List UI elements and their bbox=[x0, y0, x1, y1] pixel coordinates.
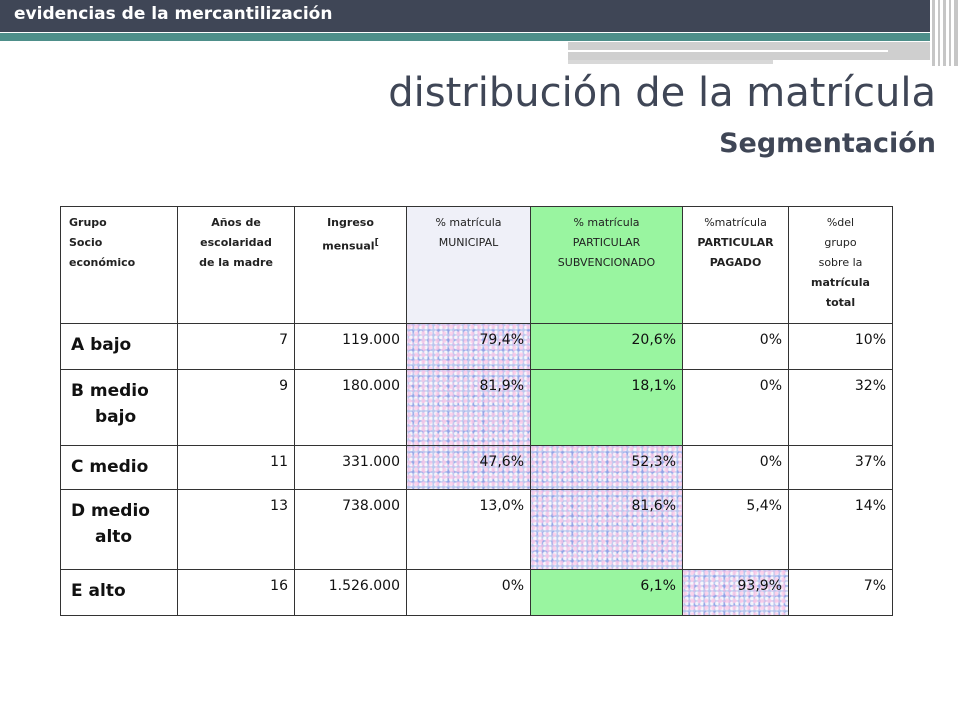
group-cell: E alto bbox=[60, 569, 178, 616]
header-anios: Años de escolaridad de la madre bbox=[177, 206, 295, 324]
header-accent-line bbox=[0, 33, 930, 41]
segmentation-table: Grupo Socio económico Años de escolarida… bbox=[60, 206, 893, 616]
table-row: B medio bajo 9 180.000 81,9% 18,1% 0% 32% bbox=[60, 369, 893, 446]
table-header-row: Grupo Socio económico Años de escolarida… bbox=[60, 206, 893, 324]
header-gray-bar-lower bbox=[568, 60, 773, 64]
header-grupo: Grupo Socio económico bbox=[60, 206, 178, 324]
total-cell: 14% bbox=[788, 489, 893, 570]
group-cell: A bajo bbox=[60, 323, 178, 370]
income-cell: 1.526.000 bbox=[294, 569, 407, 616]
table-row: D medio alto 13 738.000 13,0% 81,6% 5,4% … bbox=[60, 489, 893, 570]
group-cell: C medio bbox=[60, 445, 178, 490]
municipal-cell: 79,4% bbox=[406, 323, 531, 370]
municipal-cell: 0% bbox=[406, 569, 531, 616]
subvencionado-cell: 20,6% bbox=[530, 323, 683, 370]
years-cell: 7 bbox=[177, 323, 295, 370]
income-cell: 180.000 bbox=[294, 369, 407, 446]
table-row: C medio 11 331.000 47,6% 52,3% 0% 37% bbox=[60, 445, 893, 490]
header-pagado: %matrícula PARTICULAR PAGADO bbox=[682, 206, 789, 324]
group-cell: D medio alto bbox=[60, 489, 178, 570]
header-subvencionado: % matrícula PARTICULAR SUBVENCIONADO bbox=[530, 206, 683, 324]
header-ingreso: Ingreso mensual[ bbox=[294, 206, 407, 324]
municipal-cell: 47,6% bbox=[406, 445, 531, 490]
header-municipal: % matrícula MUNICIPAL bbox=[406, 206, 531, 324]
table-row: A bajo 7 119.000 79,4% 20,6% 0% 10% bbox=[60, 323, 893, 370]
total-cell: 37% bbox=[788, 445, 893, 490]
income-cell: 738.000 bbox=[294, 489, 407, 570]
municipal-cell: 13,0% bbox=[406, 489, 531, 570]
subvencionado-cell: 6,1% bbox=[530, 569, 683, 616]
page-title: distribución de la matrícula bbox=[388, 70, 936, 116]
years-cell: 13 bbox=[177, 489, 295, 570]
header-stripes bbox=[930, 0, 960, 66]
income-cell: 331.000 bbox=[294, 445, 407, 490]
subvencionado-cell: 81,6% bbox=[530, 489, 683, 570]
pagado-cell: 93,9% bbox=[682, 569, 789, 616]
municipal-cell: 81,9% bbox=[406, 369, 531, 446]
subvencionado-cell: 18,1% bbox=[530, 369, 683, 446]
total-cell: 7% bbox=[788, 569, 893, 616]
income-cell: 119.000 bbox=[294, 323, 407, 370]
pagado-cell: 0% bbox=[682, 369, 789, 446]
page-subtitle: Segmentación bbox=[719, 128, 936, 159]
table-row: E alto 16 1.526.000 0% 6,1% 93,9% 7% bbox=[60, 569, 893, 616]
years-cell: 11 bbox=[177, 445, 295, 490]
pagado-cell: 0% bbox=[682, 445, 789, 490]
pagado-cell: 5,4% bbox=[682, 489, 789, 570]
pagado-cell: 0% bbox=[682, 323, 789, 370]
subvencionado-cell: 52,3% bbox=[530, 445, 683, 490]
header-band: evidencias de la mercantilización bbox=[0, 0, 930, 32]
total-cell: 32% bbox=[788, 369, 893, 446]
header-white-line bbox=[568, 50, 888, 52]
section-label: evidencias de la mercantilización bbox=[14, 4, 333, 24]
group-cell: B medio bajo bbox=[60, 369, 178, 446]
total-cell: 10% bbox=[788, 323, 893, 370]
years-cell: 16 bbox=[177, 569, 295, 616]
header-total: %del grupo sobre la matrícula total bbox=[788, 206, 893, 324]
years-cell: 9 bbox=[177, 369, 295, 446]
